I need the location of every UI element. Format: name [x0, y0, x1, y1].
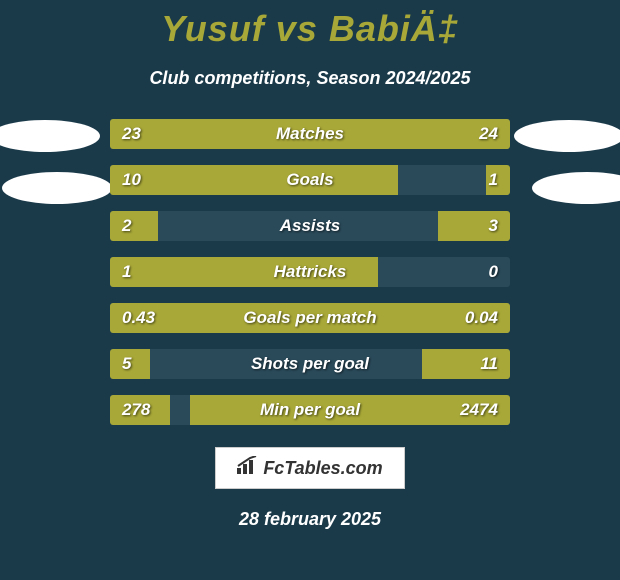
stat-value-right: 0.04: [465, 303, 498, 333]
stat-value-left: 278: [122, 395, 150, 425]
stat-value-left: 10: [122, 165, 141, 195]
badge-oval: [514, 120, 620, 152]
badge-oval: [2, 172, 112, 204]
stat-value-left: 5: [122, 349, 131, 379]
stat-label: Hattricks: [110, 257, 510, 287]
stat-value-left: 0.43: [122, 303, 155, 333]
stats-bars: Matches2324Goals101Assists23Hattricks10G…: [110, 119, 510, 425]
stat-row: Shots per goal5 11: [110, 349, 510, 379]
stat-label: Assists: [110, 211, 510, 241]
stat-value-right: 2474: [460, 395, 498, 425]
stat-value-left: 2: [122, 211, 131, 241]
badge-oval: [532, 172, 620, 204]
player-left-badges: [0, 120, 100, 224]
subtitle: Club competitions, Season 2024/2025: [0, 68, 620, 89]
stat-label: Goals per match: [110, 303, 510, 333]
stat-row: Hattricks1 0: [110, 257, 510, 287]
stat-value-left: 23: [122, 119, 141, 149]
stat-label: Matches: [110, 119, 510, 149]
stat-row: Matches23 24: [110, 119, 510, 149]
logo-text: FcTables.com: [263, 458, 382, 479]
stat-value-right: 3: [489, 211, 498, 241]
stat-value-right: 1: [489, 165, 498, 195]
date-label: 28 february 2025: [0, 509, 620, 530]
stat-value-left: 1: [122, 257, 131, 287]
stat-row: Min per goal278 2474: [110, 395, 510, 425]
stat-label: Goals: [110, 165, 510, 195]
stat-value-right: 11: [480, 349, 498, 379]
stat-value-right: 24: [479, 119, 498, 149]
stat-row: Assists2 3: [110, 211, 510, 241]
chart-icon: [237, 456, 259, 480]
source-logo: FcTables.com: [215, 447, 405, 489]
stat-value-right: 0: [489, 257, 498, 287]
player-right-badges: [520, 120, 620, 224]
comparison-title: Yusuf vs BabiÄ‡: [0, 0, 620, 50]
stat-row: Goals10 1: [110, 165, 510, 195]
stat-label: Shots per goal: [110, 349, 510, 379]
stat-label: Min per goal: [110, 395, 510, 425]
badge-oval: [0, 120, 100, 152]
stat-row: Goals per match0.43 0.04: [110, 303, 510, 333]
